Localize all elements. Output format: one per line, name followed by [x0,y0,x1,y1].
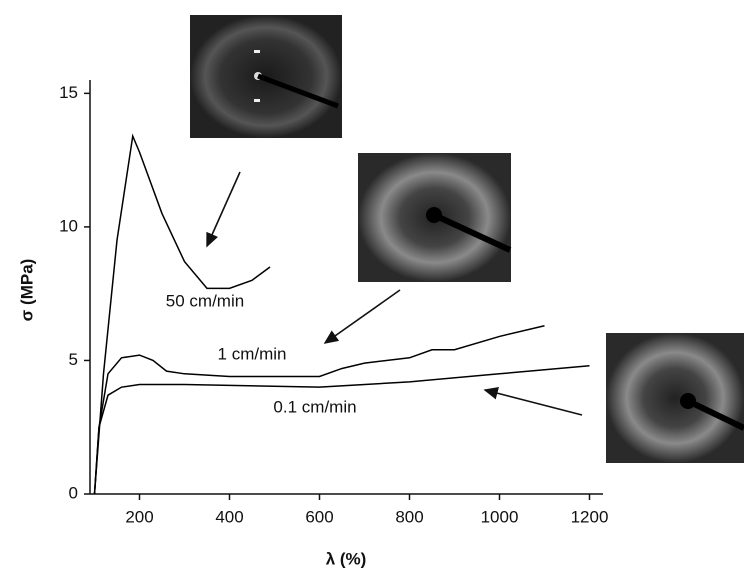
y-tick-label: 15 [59,83,78,102]
arrow [325,290,400,343]
series-label: 1 cm/min [218,344,287,363]
x-tick-label: 1000 [481,507,519,526]
x-axis-label: λ (%) [326,549,367,568]
x-tick-label: 200 [125,507,153,526]
line [95,366,590,494]
x-tick-label: 1200 [571,507,609,526]
arrow [485,390,582,415]
x-tick-label: 400 [215,507,243,526]
chart: λ (%) σ (MPa) 200 400 600 800 1000 1200 0 5 10 15… [0,0,744,572]
series-label: 50 cm/min [166,291,244,310]
line [95,136,271,494]
series-label: 0.1 cm/min [273,397,356,416]
y-tick-label: 5 [69,350,78,369]
inset-pattern [358,153,511,282]
y-tick-label: 0 [69,483,78,502]
x-tick-label: 800 [395,507,423,526]
y-axis-label: σ (MPa) [17,259,36,322]
inset-pattern [606,333,744,463]
x-tick-label: 600 [305,507,333,526]
inset-pattern [190,15,342,138]
y-tick-label: 10 [59,216,78,235]
arrow [207,172,240,246]
